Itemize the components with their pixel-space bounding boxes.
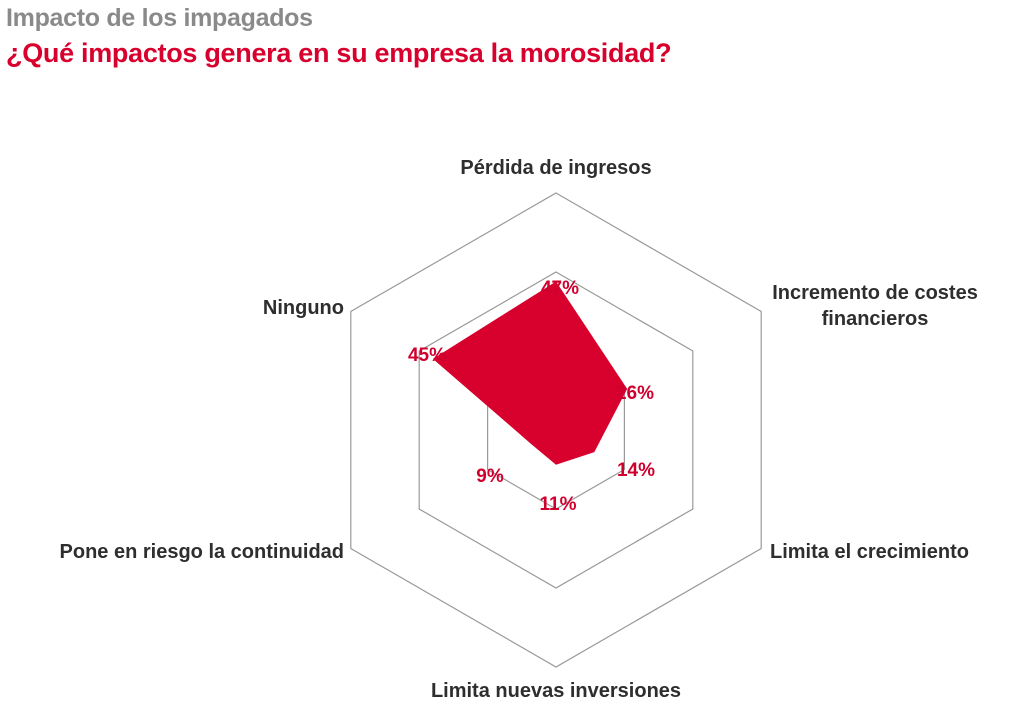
value-label-1: 26%: [616, 383, 654, 404]
axis-label-line: Limita el crecimiento: [770, 541, 969, 563]
radar-axis-labels: Pérdida de ingresos Incremento de costes f…: [60, 157, 978, 702]
axis-label-line: Pone en riesgo la continuidad: [60, 541, 344, 563]
axis-label-line: Limita nuevas inversiones: [431, 680, 681, 702]
axis-label-line: Ninguno: [263, 297, 344, 319]
axis-label-0: Pérdida de ingresos: [460, 157, 651, 179]
value-label-4: 9%: [476, 466, 504, 487]
value-label-0: 47%: [541, 278, 579, 299]
axis-label-4: Pone en riesgo la continuidad: [60, 541, 344, 563]
axis-label-1: Incremento de costes financieros: [772, 282, 978, 330]
grid-ring-3: [350, 192, 762, 668]
grid-ring-2: [418, 271, 694, 589]
series-polygon: [432, 281, 628, 465]
radar-data: [432, 281, 628, 465]
axis-label-line: Pérdida de ingresos: [460, 157, 651, 179]
chart-subtitle: Impacto de los impagados: [6, 4, 313, 32]
value-label-3: 11%: [540, 494, 577, 515]
axis-label-3: Limita nuevas inversiones: [431, 680, 681, 702]
value-label-5: 45%: [408, 345, 446, 366]
axis-label-line: Incremento de costes: [772, 282, 978, 304]
radar-value-labels: 47% 26% 14% 11% 9% 45%: [408, 278, 655, 515]
value-label-2: 14%: [617, 460, 655, 481]
axis-label-5: Ninguno: [263, 297, 344, 319]
axis-label-line: financieros: [822, 308, 929, 330]
chart-title: ¿Qué impactos genera en su empresa la mo…: [6, 38, 672, 68]
axis-label-2: Limita el crecimiento: [770, 541, 969, 563]
